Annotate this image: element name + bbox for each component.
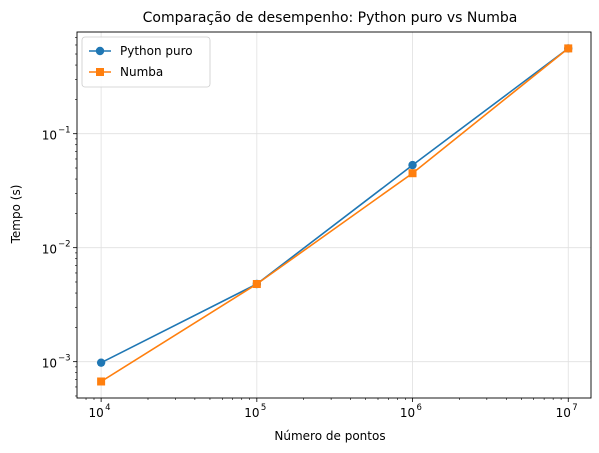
x-tick-exponent: 7 (572, 403, 577, 413)
x-tick-label: 10 (556, 406, 571, 420)
legend: Python puro Numba (81, 36, 211, 88)
y-tick-exponent: −2 (58, 240, 71, 250)
series-2-point (408, 169, 417, 178)
series-2-point (97, 377, 106, 386)
y-tick-label: 10 (42, 243, 57, 257)
series-1-point (96, 358, 106, 367)
legend-label: Python puro (120, 44, 193, 58)
series-2-point (564, 44, 573, 53)
x-tick-label: 10 (244, 406, 259, 420)
y-tick-label: 10 (42, 129, 57, 143)
x-tick-exponent: 4 (105, 403, 110, 413)
x-tick-exponent: 6 (417, 403, 422, 413)
x-tick-label: 10 (400, 406, 415, 420)
x-axis-label: Número de pontos (274, 429, 385, 443)
y-tick-exponent: −3 (58, 354, 71, 364)
legend-label: Numba (120, 65, 163, 79)
plot-area: 10 4 10 5 10 6 10 710 −310 −210 −1 (42, 31, 592, 420)
plot-frame (76, 31, 592, 399)
legend-box (81, 36, 211, 88)
y-tick-exponent: −1 (58, 126, 71, 136)
series-line-1 (100, 47, 569, 364)
legend-marker (95, 46, 105, 56)
legend-marker (96, 68, 104, 76)
series-line-2 (100, 47, 569, 383)
y-tick-label: 10 (42, 357, 57, 371)
series-1-point (408, 160, 417, 170)
chart-title: Comparação de desempenho: Python puro vs… (143, 10, 518, 26)
series-2-point (252, 280, 261, 289)
y-axis-label: Tempo (s) (9, 185, 23, 245)
x-tick-label: 10 (88, 406, 103, 420)
x-tick-exponent: 5 (261, 403, 266, 413)
